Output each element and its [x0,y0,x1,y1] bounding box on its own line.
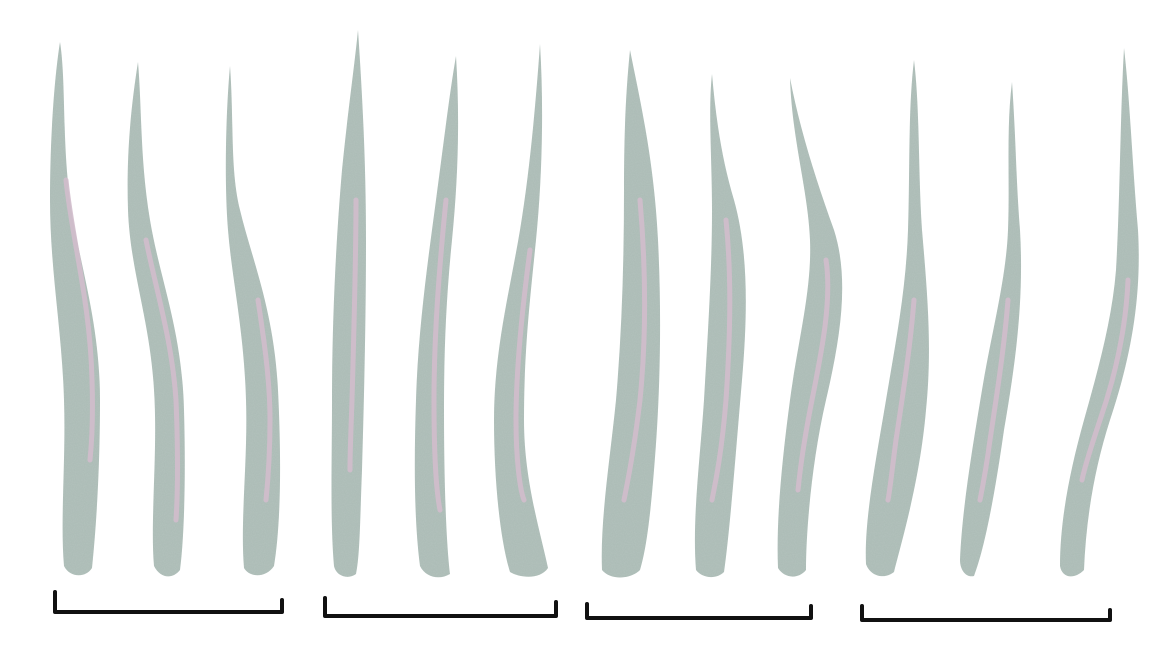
petal [225,66,281,576]
bracket-3 [585,602,813,620]
petal [960,82,1022,577]
petal-vein [347,197,359,473]
petal-vein [709,217,733,503]
petal [331,30,366,577]
group-2 [331,30,548,578]
petal-vein [431,197,449,513]
petal [694,74,746,578]
petal-vein [143,237,180,523]
petal-vein [885,297,917,503]
petal [601,50,661,578]
group-3 [601,50,843,578]
group-1 [50,42,281,577]
petal [127,62,185,577]
bracket-1 [53,590,284,614]
petal-vein [1079,277,1131,483]
petal [777,78,843,577]
petal-vein [255,297,273,503]
bracket-4 [860,604,1112,622]
petal [1060,48,1139,577]
scale-brackets [53,590,1112,622]
bracket-2 [323,596,558,618]
petal-vein [63,177,95,463]
petal-vein [513,247,533,503]
group-4 [865,48,1139,577]
petal-vein [621,197,647,503]
petal-vein [795,257,831,493]
petal [50,42,100,576]
petal-vein [977,297,1011,503]
petal [865,60,929,577]
